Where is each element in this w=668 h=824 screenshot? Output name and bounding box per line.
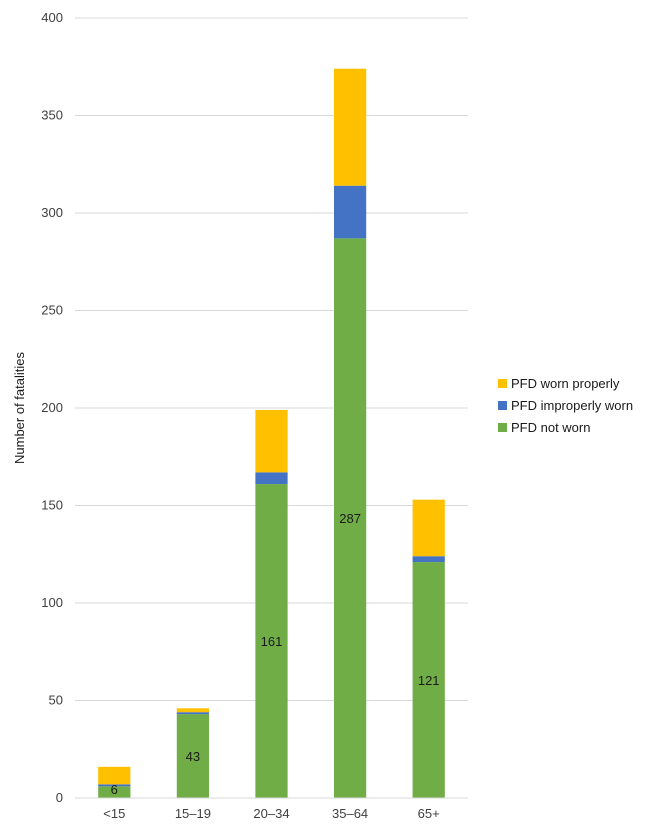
legend-label-pfd-worn-properly: PFD worn properly	[511, 376, 620, 391]
y-axis-title: Number of fatalities	[12, 352, 27, 464]
bar-pfd-improperly-worn-65	[412, 556, 445, 563]
data-label: 43	[186, 749, 200, 764]
x-tick-label: 35–64	[332, 806, 368, 821]
data-label: 6	[111, 782, 118, 797]
bar-pfd-not-worn-15	[98, 786, 131, 798]
y-tick-label: 50	[49, 693, 63, 708]
bar-pfd-worn-properly-35-64	[333, 68, 367, 186]
y-tick-label: 150	[41, 498, 63, 513]
y-tick-label: 400	[41, 10, 63, 25]
bar-pfd-not-worn-20-34	[255, 484, 288, 798]
bar-pfd-improperly-worn-20-34	[255, 472, 288, 485]
data-labels: 6 43 161 287 121	[111, 511, 440, 797]
bar-pfd-improperly-worn-15	[98, 784, 131, 787]
y-tick-label: 250	[41, 303, 63, 318]
legend-swatch-pfd-worn-properly	[498, 379, 507, 388]
data-label: 161	[261, 634, 283, 649]
legend-label-pfd-improperly-worn: PFD improperly worn	[511, 398, 633, 413]
y-tick-label: 200	[41, 400, 63, 415]
bar-pfd-not-worn-15-19	[176, 714, 210, 798]
bar-pfd-not-worn-65	[412, 562, 445, 798]
legend: PFD worn properly PFD improperly worn PFD …	[498, 376, 633, 435]
bar-pfd-improperly-worn-35-64	[333, 185, 367, 239]
y-tick-label: 100	[41, 595, 63, 610]
legend-label-pfd-not-worn: PFD not worn	[511, 420, 590, 435]
bar-pfd-worn-properly-20-34	[255, 409, 288, 473]
bar-pfd-not-worn-35-64	[333, 238, 367, 799]
data-label: 121	[418, 673, 440, 688]
bar-pfd-improperly-worn-15-19	[176, 712, 210, 715]
data-label: 287	[339, 511, 361, 526]
x-tick-label: 65+	[418, 806, 440, 821]
bars	[98, 68, 445, 799]
bar-pfd-worn-properly-15	[98, 766, 131, 785]
y-tick-label: 300	[41, 205, 63, 220]
x-tick-label: 15–19	[175, 806, 211, 821]
legend-swatch-pfd-not-worn	[498, 423, 507, 432]
y-tick-label: 0	[56, 790, 63, 805]
x-tick-label: <15	[103, 806, 125, 821]
legend-swatch-pfd-improperly-worn	[498, 401, 507, 410]
x-tick-label: 20–34	[253, 806, 289, 821]
bar-pfd-worn-properly-65	[412, 499, 445, 557]
y-tick-label: 350	[41, 108, 63, 123]
x-axis-ticks: <15 15–19 20–34 35–64 65+	[103, 806, 439, 821]
bar-pfd-worn-properly-15-19	[176, 708, 210, 713]
y-axis-ticks: 0 50 100 150 200 250 300 350 400	[41, 10, 63, 805]
